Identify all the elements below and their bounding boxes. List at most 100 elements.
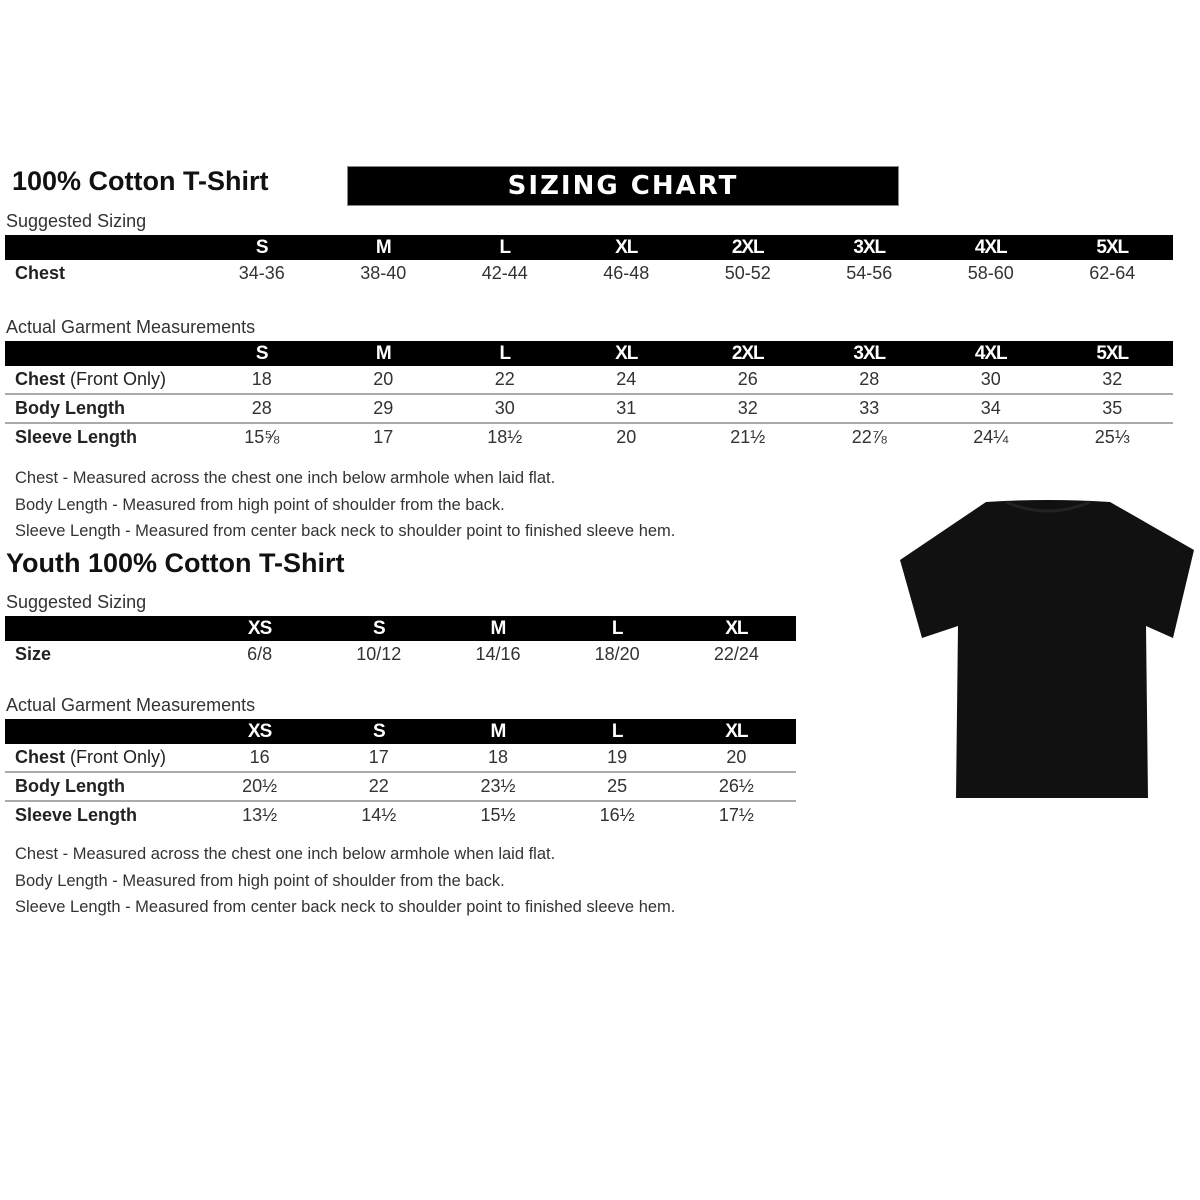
adult-actual-label: Actual Garment Measurements [6,317,256,337]
size-header: L [444,341,566,366]
cell: 62-64 [1089,263,1136,283]
cell: 15½ [480,805,516,825]
cell: 34-36 [238,263,285,283]
note-chest: Chest - Measured across the chest one in… [15,469,556,487]
cell: 20 [322,366,444,395]
size-header: L [444,235,566,260]
cell: 25⅓ [1094,427,1130,447]
row-label: Sleeve Length [5,423,201,451]
size-header: 4XL [930,235,1052,260]
table-row: Body Length 28 29 30 31 32 33 34 35 [5,394,1173,424]
size-header: XS [200,719,320,744]
cell: 58-60 [967,263,1014,283]
row-label: Size [15,644,52,664]
cell: 13½ [242,805,278,825]
cell: 22/24 [713,644,759,664]
table-row: Sleeve Length 13½ 14½ 15½ 16½ 17½ [5,801,796,829]
cell: 22 [319,772,439,802]
cell: 32 [1051,366,1173,395]
row-label: Sleeve Length [5,801,200,829]
size-header: 2XL [687,235,809,260]
table-row: Size 6/8 10/12 14/16 18/20 22/24 [5,641,796,668]
cell: 17 [373,427,394,447]
note-sleeve-length: Sleeve Length - Measured from center bac… [15,522,676,540]
youth-title: Youth 100% Cotton T-Shirt [6,548,345,578]
cell: 20 [676,744,796,773]
cell: 25 [557,772,677,802]
size-header: L [557,719,677,744]
cell: 17 [319,744,439,773]
cell: 18½ [487,427,523,447]
cell: 6/8 [247,644,273,664]
size-header: XL [565,341,687,366]
adult-actual-table: S M L XL 2XL 3XL 4XL 5XL Chest (Front Only) 18 20 2… [5,341,1173,451]
size-header: XL [565,235,687,260]
size-header: 5XL [1051,341,1173,366]
adult-suggested-table: S M L XL 2XL 3XL 4XL 5XL Chest 34-36 38-40 42-44 46-… [5,235,1173,287]
cell: 22⅞ [851,427,887,447]
table-row: Body Length 20½ 22 23½ 25 26½ [5,772,796,802]
cell: 19 [557,744,677,773]
size-header-row: S M L XL 2XL 3XL 4XL 5XL [5,341,1173,366]
cell: 14/16 [475,644,521,664]
note-chest: Chest - Measured across the chest one in… [15,845,556,863]
cell: 46-48 [603,263,650,283]
adult-title: 100% Cotton T-Shirt [12,166,269,196]
row-label-text: Body Length [15,398,125,418]
youth-actual-label: Actual Garment Measurements [6,695,256,715]
cell: 16 [200,744,320,773]
cell: 33 [808,394,930,424]
row-label: Body Length [5,772,200,802]
cell: 32 [687,394,809,424]
cell: 18/20 [594,644,640,664]
row-label: Chest (Front Only) [5,366,201,395]
cell: 18 [201,366,323,395]
size-header: M [322,341,444,366]
size-header: S [201,235,323,260]
note-body-length: Body Length - Measured from high point o… [15,495,505,514]
size-header: 3XL [808,235,930,260]
size-header: XL [676,719,796,744]
adult-notes: Chest - Measured across the chest one in… [15,465,675,545]
adult-suggested-label: Suggested Sizing [6,211,147,231]
cell: 14½ [361,805,397,825]
size-header: XL [676,616,796,641]
cell: 24 [565,366,687,395]
cell: 28 [808,366,930,395]
size-header: M [438,616,558,641]
size-header: S [319,719,439,744]
cell: 31 [565,394,687,424]
size-header: 2XL [687,341,809,366]
size-header: M [322,235,444,260]
cell: 50-52 [724,263,771,283]
youth-notes: Chest - Measured across the chest one in… [15,841,675,921]
cell: 34 [930,394,1052,424]
size-header: L [557,616,677,641]
cell: 42-44 [481,263,528,283]
table-row: Chest (Front Only) 16 17 18 19 20 [5,744,796,773]
cell: 22 [444,366,566,395]
size-header: XS [200,616,320,641]
size-header-row: S M L XL 2XL 3XL 4XL 5XL [5,235,1173,260]
cell: 17½ [718,805,754,825]
cell: 24¼ [973,427,1009,447]
row-label: Body Length [5,394,201,424]
sizing-chart-banner: SIZING CHART [347,166,899,206]
table-row: Sleeve Length 15⅝ 17 18½ 20 21½ 22⅞ 24¼ 25⅓ [5,423,1173,451]
cell: 35 [1051,394,1173,424]
cell: 18 [438,744,558,773]
cell: 20½ [200,772,320,802]
cell: 30 [444,394,566,424]
row-label-note: (Front Only) [70,747,167,767]
row-label-text: Sleeve Length [15,805,138,825]
cell: 54-56 [846,263,893,283]
row-label: Chest (Front Only) [5,744,200,773]
youth-actual-table: XS S M L XL Chest (Front Only) 16 17 18 19 20 Body … [5,719,796,829]
size-header: 3XL [808,341,930,366]
cell: 28 [201,394,323,424]
cell: 10/12 [356,644,402,664]
youth-suggested-label: Suggested Sizing [6,592,147,612]
size-header: S [319,616,439,641]
cell: 21½ [730,427,766,447]
